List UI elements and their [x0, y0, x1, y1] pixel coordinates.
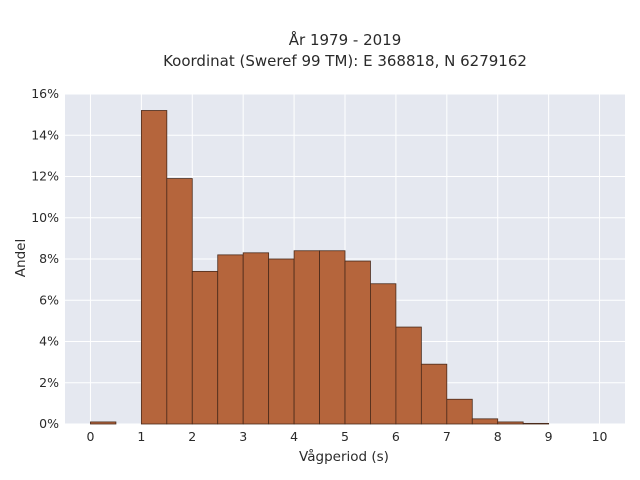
x-tick-label: 8: [494, 429, 502, 444]
histogram-bar: [293, 250, 320, 425]
histogram-bar: [166, 178, 193, 425]
histogram-bar: [268, 258, 295, 425]
y-tick-label: 10%: [31, 210, 59, 225]
histogram-bar: [217, 254, 244, 425]
histogram-bar: [191, 270, 219, 425]
histogram-bar: [370, 283, 397, 425]
histogram-bar: [522, 422, 550, 425]
histogram-bar: [90, 421, 117, 425]
histogram-bar: [395, 326, 422, 425]
x-axis-label: Vågperiod (s): [299, 448, 389, 465]
histogram-bar: [242, 252, 270, 425]
x-tick-label: 2: [188, 429, 196, 444]
x-tick-label: 0: [86, 429, 94, 444]
y-axis-ticks: 0% 2% 4% 6% 8% 10% 12% 14% 16%: [31, 86, 59, 431]
chart-title-line1: År 1979 - 2019: [289, 30, 402, 49]
x-tick-label: 1: [137, 429, 145, 444]
y-tick-label: 0%: [39, 416, 59, 431]
y-tick-label: 12%: [31, 169, 59, 184]
x-tick-label: 4: [290, 429, 298, 444]
x-axis-ticks: 0 1 2 3 4 5 6 7 8 9 10: [86, 429, 607, 444]
histogram-bar: [140, 110, 168, 425]
y-tick-label: 8%: [39, 251, 59, 266]
y-tick-label: 4%: [39, 334, 59, 349]
x-tick-label: 7: [443, 429, 451, 444]
x-tick-label: 10: [592, 429, 608, 444]
histogram-bar: [446, 398, 473, 425]
y-tick-label: 6%: [39, 292, 59, 307]
y-axis-label: Andel: [13, 239, 29, 277]
y-tick-label: 16%: [31, 86, 59, 101]
y-tick-label: 2%: [39, 375, 59, 390]
histogram-bar: [344, 260, 371, 425]
y-tick-label: 14%: [31, 127, 59, 142]
bars: [90, 110, 550, 425]
histogram-bar: [471, 418, 499, 425]
x-tick-label: 5: [341, 429, 349, 444]
histogram-bar: [319, 250, 346, 425]
chart-title-line2: Koordinat (Sweref 99 TM): E 368818, N 62…: [163, 52, 527, 70]
histogram-bar: [420, 363, 448, 425]
x-tick-label: 9: [545, 429, 553, 444]
x-tick-label: 3: [239, 429, 247, 444]
x-tick-label: 6: [392, 429, 400, 444]
histogram-bar: [497, 421, 524, 425]
